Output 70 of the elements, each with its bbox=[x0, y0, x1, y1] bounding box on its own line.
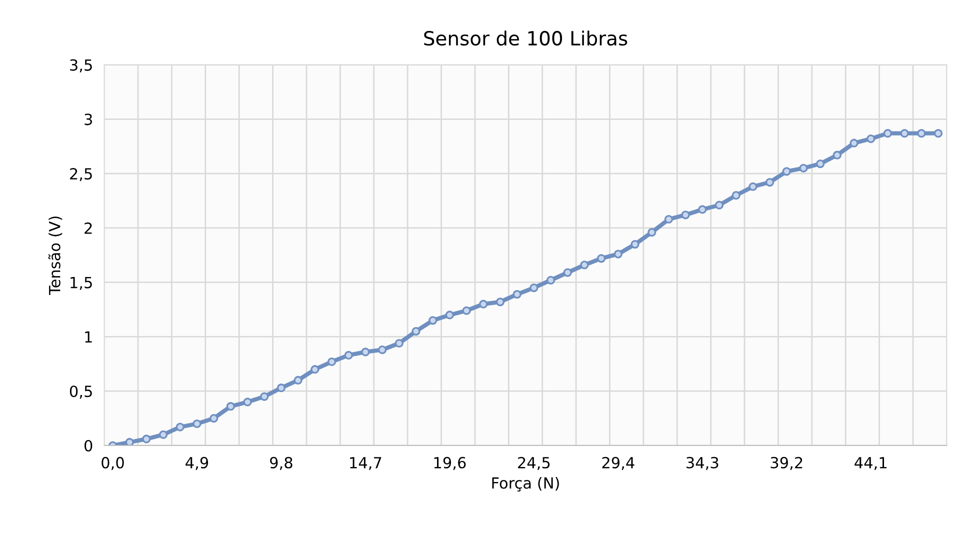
point bbox=[748, 182, 758, 191]
point bbox=[142, 434, 151, 444]
x-tick-label: 19,6 bbox=[434, 456, 466, 470]
point bbox=[210, 414, 218, 423]
chart-title: Sensor de 100 Libras bbox=[424, 30, 628, 46]
point bbox=[378, 345, 387, 354]
point bbox=[782, 167, 791, 176]
y-tick-label: 2,5 bbox=[70, 168, 92, 182]
point bbox=[816, 159, 825, 168]
point bbox=[445, 310, 454, 320]
point bbox=[664, 214, 674, 224]
point bbox=[832, 150, 842, 160]
point bbox=[428, 316, 438, 325]
point bbox=[394, 338, 404, 348]
point bbox=[799, 164, 808, 172]
point bbox=[243, 398, 252, 406]
point bbox=[530, 283, 538, 292]
y-tick-label: 0,5 bbox=[70, 386, 92, 399]
point bbox=[698, 205, 707, 214]
point bbox=[260, 392, 269, 401]
x-axis-title: Força (N) bbox=[492, 476, 559, 492]
point bbox=[714, 200, 724, 210]
point bbox=[563, 268, 572, 277]
point bbox=[176, 422, 184, 432]
point bbox=[900, 129, 909, 138]
point bbox=[681, 210, 690, 220]
x-tick-label: 0,0 bbox=[102, 456, 124, 470]
point bbox=[648, 228, 656, 237]
point bbox=[614, 250, 622, 258]
x-tick-label: 14,7 bbox=[350, 457, 382, 470]
y-tick-label: 3 bbox=[84, 114, 92, 126]
x-tick-label: 4,9 bbox=[186, 456, 208, 470]
point bbox=[496, 298, 505, 306]
point bbox=[276, 384, 286, 392]
point bbox=[192, 419, 202, 428]
y-tick-label: 1,5 bbox=[70, 277, 92, 290]
y-axis-title: Tensão (V) bbox=[48, 216, 62, 296]
point bbox=[546, 276, 556, 284]
point bbox=[361, 348, 370, 356]
point bbox=[294, 376, 302, 385]
point bbox=[732, 191, 740, 200]
point bbox=[597, 254, 606, 263]
point bbox=[883, 129, 892, 138]
point bbox=[158, 430, 168, 439]
point bbox=[462, 306, 471, 315]
point bbox=[226, 402, 235, 411]
y-tick-label: 1 bbox=[85, 331, 92, 343]
point bbox=[934, 129, 943, 138]
point bbox=[866, 134, 876, 144]
point bbox=[125, 438, 134, 446]
point bbox=[310, 365, 320, 374]
point bbox=[412, 326, 420, 336]
y-tick-label: 3,5 bbox=[70, 59, 92, 72]
x-tick-label: 39,2 bbox=[770, 456, 802, 470]
point bbox=[512, 290, 522, 299]
x-tick-label: 44,1 bbox=[854, 457, 886, 470]
x-tick-label: 9,8 bbox=[270, 456, 292, 470]
point bbox=[344, 350, 353, 360]
y-tick-label: 0 bbox=[84, 440, 92, 452]
point bbox=[327, 357, 336, 366]
y-tick-label: 2 bbox=[84, 222, 92, 234]
x-tick-label: 34,3 bbox=[686, 456, 718, 470]
x-tick-label: 24,5 bbox=[518, 456, 550, 470]
point bbox=[479, 300, 488, 308]
point bbox=[765, 178, 774, 187]
point bbox=[917, 129, 926, 138]
point bbox=[580, 260, 589, 270]
point bbox=[850, 138, 858, 148]
point bbox=[630, 240, 640, 249]
x-tick-label: 29,4 bbox=[602, 456, 634, 470]
